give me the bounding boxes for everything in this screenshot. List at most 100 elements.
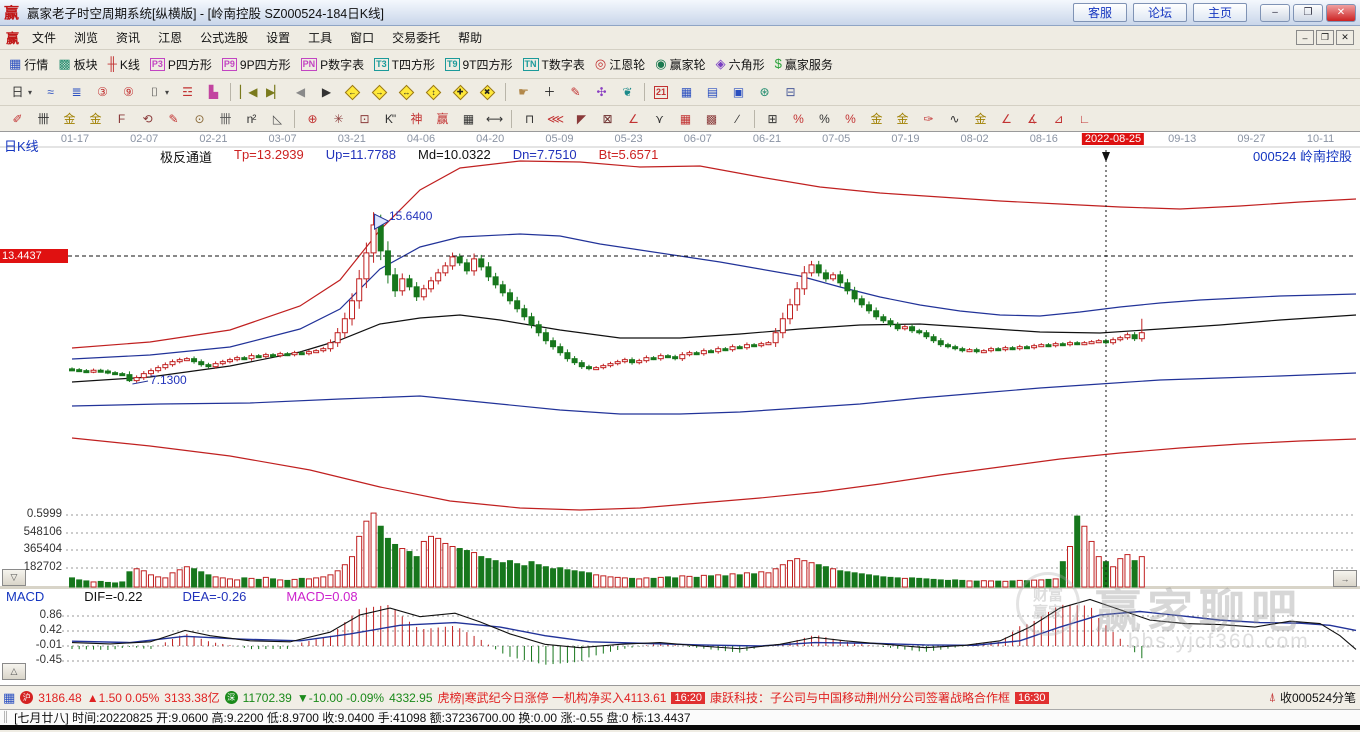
- hexagon-button[interactable]: ◈ 六角形: [711, 54, 770, 75]
- width-measure-button[interactable]: ⟷: [481, 110, 507, 128]
- fan-wedge-button[interactable]: ◤: [568, 110, 594, 128]
- brush-tool-button[interactable]: ✐: [4, 110, 30, 128]
- fan-lines-button[interactable]: ⋘: [542, 110, 568, 128]
- quick-button-论坛[interactable]: 论坛: [1133, 3, 1187, 22]
- quick-button-主页[interactable]: 主页: [1193, 3, 1247, 22]
- bars-9-button[interactable]: ⑨: [115, 83, 141, 101]
- diamond-right-button[interactable]: →: [366, 83, 393, 102]
- 9t-square-button[interactable]: T9 9T四方形: [440, 54, 518, 75]
- close-button[interactable]: ✕: [1326, 3, 1356, 22]
- n2-tool-button[interactable]: n²: [238, 110, 264, 128]
- pen-note-button[interactable]: ✎: [562, 83, 588, 101]
- curve-chart-button[interactable]: ≈: [37, 83, 63, 101]
- note-pad-button[interactable]: ≣: [63, 83, 89, 101]
- calculator-button[interactable]: ▦: [673, 83, 699, 101]
- angle-c-button[interactable]: ⊿: [1045, 110, 1071, 128]
- menu-item-公式选股[interactable]: 公式选股: [200, 31, 249, 45]
- t-number-table-button[interactable]: TN T数字表: [518, 54, 590, 75]
- dense-grid-button[interactable]: ▩: [698, 110, 724, 128]
- comb-lines-button[interactable]: 卌: [212, 110, 238, 128]
- news-item[interactable]: 康跃科技：子公司与中国移动荆州分公司签署战略合作框: [709, 691, 1010, 705]
- tick-feed[interactable]: ⍋ 收000524分笔: [1264, 689, 1356, 706]
- purple-grid-tool-button[interactable]: ✣: [588, 83, 614, 101]
- time-circle-button[interactable]: ⊙: [186, 110, 212, 128]
- child-restore-button[interactable]: ❐: [1316, 30, 1334, 45]
- hand-tool-button[interactable]: ☛: [510, 83, 536, 101]
- menu-item-资讯[interactable]: 资讯: [116, 31, 141, 45]
- jump-first-button[interactable]: ▏◀: [235, 83, 261, 101]
- yingjia-tool-button[interactable]: 赢: [429, 110, 455, 128]
- menu-item-帮助[interactable]: 帮助: [458, 31, 483, 45]
- export-globe-button[interactable]: ⊛: [751, 83, 777, 101]
- save-button[interactable]: ▣: [725, 83, 751, 101]
- 9p-square-button[interactable]: P9 9P四方形: [217, 54, 296, 75]
- shaded-box-button[interactable]: ⊠: [594, 110, 620, 128]
- angle-line-button[interactable]: ∠: [620, 110, 646, 128]
- pencil-tool-button[interactable]: ✎: [160, 110, 186, 128]
- menu-item-窗口[interactable]: 窗口: [350, 31, 375, 45]
- board-icon[interactable]: ▦: [3, 689, 16, 705]
- diamond-cross-button[interactable]: ✖: [474, 83, 501, 102]
- gann-wheel-button[interactable]: ◎ 江恩轮: [590, 54, 650, 75]
- diamond-left-right-button[interactable]: ↔: [393, 83, 420, 102]
- restore-button[interactable]: ❐: [1293, 3, 1323, 22]
- star-tool-button[interactable]: ✳: [325, 110, 351, 128]
- box-target-button[interactable]: ⊡: [351, 110, 377, 128]
- diamond-plus-button[interactable]: ✚: [447, 83, 474, 102]
- quill-tool-button[interactable]: ✑: [915, 110, 941, 128]
- sectors-button[interactable]: ▩ 板块: [53, 54, 102, 75]
- p-square-button[interactable]: P3 P四方形: [145, 54, 217, 75]
- parallel-lines-button[interactable]: ∕: [724, 110, 750, 128]
- percent-a-button[interactable]: %: [785, 110, 811, 128]
- winner-service-button[interactable]: $ 赢家服务: [770, 54, 838, 75]
- crosshair-tool-button[interactable]: ＋: [536, 83, 562, 101]
- quotes-button[interactable]: ▦ 行情: [4, 54, 53, 75]
- page-forward-button[interactable]: ▶: [313, 83, 339, 101]
- quick-button-客服[interactable]: 客服: [1073, 3, 1127, 22]
- k-quote-tool-button[interactable]: K": [377, 110, 403, 128]
- golden-box-button[interactable]: 金: [967, 110, 993, 128]
- fibonacci-f-button[interactable]: F: [108, 110, 134, 128]
- spiral-tool-button[interactable]: ⟲: [134, 110, 160, 128]
- news-item[interactable]: 虎榜|寒武纪今日涨停 一机构净买入4113.61: [437, 691, 667, 705]
- angle-d-button[interactable]: ∟: [1071, 110, 1097, 128]
- grid-123-button[interactable]: ▦: [455, 110, 481, 128]
- scroll-right-button[interactable]: →: [1333, 570, 1357, 587]
- szse-index-value[interactable]: 11702.39: [242, 690, 292, 705]
- notebook-button[interactable]: ▤: [699, 83, 725, 101]
- shen-tool-button[interactable]: 神: [403, 110, 429, 128]
- period-day-dropdown-button[interactable]: 日 ▾: [4, 83, 37, 101]
- color-bars-button[interactable]: ▙: [200, 83, 226, 101]
- wave-ab-button[interactable]: ∿: [941, 110, 967, 128]
- p-number-table-button[interactable]: PN P数字表: [296, 54, 370, 75]
- period-label[interactable]: 日K线: [4, 139, 39, 154]
- menu-item-浏览[interactable]: 浏览: [74, 31, 99, 45]
- angle-a-button[interactable]: ∠: [993, 110, 1019, 128]
- angle-b-button[interactable]: ∡: [1019, 110, 1045, 128]
- jump-last-button[interactable]: ▶▏: [261, 83, 287, 101]
- menu-item-交易委托[interactable]: 交易委托: [392, 31, 441, 45]
- macd-pane-expand-button[interactable]: △: [2, 663, 26, 680]
- diamond-up-down-button[interactable]: ↕: [420, 83, 447, 102]
- golden-ratio-b-button[interactable]: 金: [82, 110, 108, 128]
- chart-canvas[interactable]: [0, 132, 1360, 685]
- golden-lines-button[interactable]: 金: [889, 110, 915, 128]
- sse-index-value[interactable]: 3186.48: [38, 690, 82, 705]
- t-square-button[interactable]: T3 T四方形: [369, 54, 440, 75]
- candle-style-dropdown-button[interactable]: ⌷ ▾: [141, 83, 174, 101]
- golden-ratio-a-button[interactable]: 金: [56, 110, 82, 128]
- page-back-button[interactable]: ◀: [287, 83, 313, 101]
- child-minimize-button[interactable]: –: [1296, 30, 1314, 45]
- menu-item-工具[interactable]: 工具: [308, 31, 333, 45]
- minimize-button[interactable]: –: [1260, 3, 1290, 22]
- stats-table-button[interactable]: ⊞: [759, 110, 785, 128]
- kline-button[interactable]: ╫ K线: [103, 54, 145, 75]
- bars-3-button[interactable]: ③: [89, 83, 115, 101]
- menu-item-江恩[interactable]: 江恩: [158, 31, 183, 45]
- percent-line-button[interactable]: %: [837, 110, 863, 128]
- calendar-21-button[interactable]: 21: [649, 84, 673, 101]
- red-kline-box-button[interactable]: ☲: [174, 83, 200, 101]
- diamond-left-button[interactable]: ←: [339, 83, 366, 102]
- knot-tool-button[interactable]: ❦: [614, 83, 640, 101]
- macd-label[interactable]: MACD: [6, 589, 45, 604]
